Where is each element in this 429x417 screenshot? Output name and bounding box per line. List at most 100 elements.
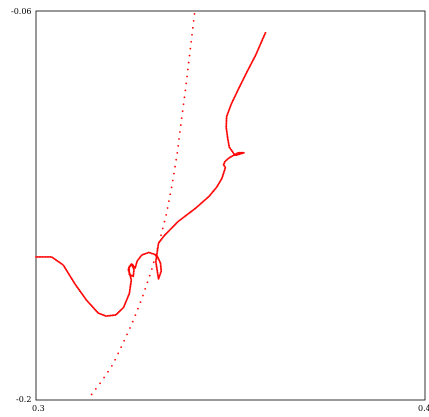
data-point	[157, 276, 160, 279]
data-point	[221, 176, 224, 179]
data-point	[144, 252, 147, 255]
data-point	[225, 116, 228, 118]
data-point	[179, 124, 182, 126]
data-point	[226, 135, 229, 138]
data-point	[227, 141, 230, 144]
data-point	[130, 278, 133, 281]
data-point	[192, 19, 195, 22]
data-point	[238, 85, 241, 88]
data-point	[109, 314, 112, 317]
data-point	[259, 42, 262, 45]
data-point	[146, 252, 149, 254]
data-point	[241, 152, 244, 155]
data-point	[135, 261, 138, 263]
plot-frame	[35, 10, 426, 401]
data-point	[128, 271, 131, 274]
data-point	[155, 262, 157, 264]
data-point	[240, 82, 243, 85]
data-point	[233, 96, 236, 99]
data-point	[230, 155, 233, 158]
data-point	[114, 358, 117, 361]
data-point	[156, 269, 159, 272]
data-point	[263, 33, 266, 36]
data-point	[225, 119, 228, 122]
data-point	[144, 288, 147, 290]
data-point	[242, 151, 245, 154]
data-point	[69, 275, 72, 278]
data-point	[131, 320, 134, 323]
data-point	[231, 101, 234, 104]
data-point	[66, 271, 69, 274]
data-point	[231, 154, 234, 157]
data-point	[128, 290, 131, 292]
data-point	[218, 181, 221, 183]
data-point	[159, 264, 162, 266]
data-point	[263, 34, 266, 37]
data-point	[125, 300, 127, 303]
data-point	[60, 262, 63, 265]
data-point	[179, 131, 181, 133]
data-point	[159, 273, 162, 276]
data-point	[98, 312, 101, 315]
data-point	[56, 259, 59, 262]
data-point	[130, 280, 133, 283]
data-point	[123, 303, 126, 306]
data-point	[155, 255, 158, 258]
data-point	[152, 261, 155, 264]
data-point	[219, 179, 222, 182]
data-point	[174, 165, 176, 168]
data-point	[156, 256, 159, 259]
data-point	[72, 280, 75, 283]
data-point	[237, 88, 240, 91]
data-point	[225, 122, 228, 125]
data-point	[257, 48, 260, 50]
data-point	[229, 105, 232, 108]
data-point	[132, 272, 135, 275]
data-point	[110, 365, 113, 367]
data-point	[146, 281, 149, 284]
data-point	[241, 79, 244, 82]
data-point	[157, 277, 160, 280]
data-point	[80, 292, 83, 295]
data-point	[120, 346, 123, 349]
data-point	[157, 244, 160, 247]
data-point	[142, 294, 144, 297]
data-point	[218, 182, 220, 185]
data-point	[65, 270, 68, 272]
data-point	[152, 252, 155, 255]
data-point	[112, 314, 115, 317]
data-point	[224, 167, 226, 170]
data-point	[232, 98, 235, 101]
data-point	[125, 299, 128, 301]
data-point	[186, 68, 189, 71]
data-point	[156, 249, 159, 252]
data-point	[65, 268, 68, 271]
data-point	[161, 227, 164, 230]
data-point	[150, 268, 153, 270]
data-point	[246, 70, 248, 73]
data-point	[147, 251, 150, 254]
data-point	[248, 66, 251, 69]
data-point	[222, 172, 225, 175]
data-point	[106, 314, 109, 317]
data-point	[237, 151, 240, 154]
data-point	[154, 260, 157, 263]
data-point	[217, 183, 220, 186]
data-point	[225, 127, 228, 130]
data-point	[231, 99, 234, 102]
data-point	[156, 250, 159, 253]
data-point	[191, 33, 193, 36]
data-point	[234, 93, 237, 96]
data-point	[101, 313, 104, 316]
data-point	[139, 301, 142, 303]
data-point	[132, 267, 135, 270]
data-point	[97, 312, 100, 315]
data-point	[252, 58, 255, 61]
data-point	[67, 272, 70, 275]
data-point	[135, 264, 137, 266]
data-point	[242, 78, 245, 80]
series-layer	[35, 13, 267, 396]
data-point	[235, 92, 238, 95]
data-point	[225, 128, 228, 131]
